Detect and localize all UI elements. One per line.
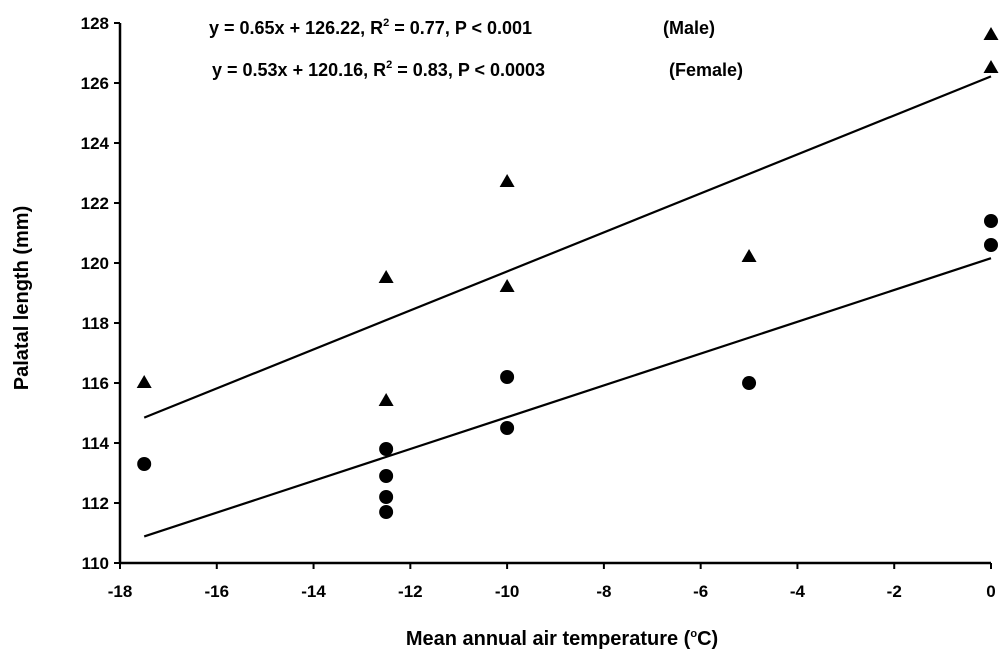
x-tick-label: -10 xyxy=(495,582,520,601)
female-data-point xyxy=(984,214,998,228)
y-tick-label: 122 xyxy=(81,194,109,213)
annotation-male-sup: 2 xyxy=(383,17,389,29)
x-axis-label: Mean annual air temperature (oC) xyxy=(406,628,718,650)
tick-labels: -18 -16 -14 -12 -10 -8 -6 -4 -2 0 110 112 114 116 118 1… xyxy=(81,14,996,601)
annotation-male-pre: y = 0.65x + 126.22, R xyxy=(209,18,383,38)
y-tick-label: 128 xyxy=(81,14,109,33)
annotation-male-post: = 0.77, P < 0.001 xyxy=(389,18,532,38)
female-data-point xyxy=(379,505,394,519)
x-tick-label: -12 xyxy=(398,582,423,601)
y-tick-label: 110 xyxy=(82,554,109,573)
male-data-point xyxy=(741,248,757,262)
y-tick-label: 116 xyxy=(82,374,109,393)
y-tick-label: 118 xyxy=(82,314,109,333)
female-data-point xyxy=(379,469,394,483)
x-tick-label: -2 xyxy=(887,582,902,601)
x-axis-label-rest: C) xyxy=(697,628,718,650)
female-data-point xyxy=(379,490,394,504)
y-tick-label: 126 xyxy=(81,74,109,93)
y-tick-label: 114 xyxy=(82,434,110,453)
annotation-female-tag: (Female) xyxy=(669,60,743,80)
male-data-point xyxy=(378,269,394,283)
x-axis-label-sup: o xyxy=(690,628,697,640)
y-tick-label: 120 xyxy=(81,254,109,273)
annotation-female-sup: 2 xyxy=(386,59,392,71)
fit-lines xyxy=(143,75,992,538)
y-tick-label: 124 xyxy=(81,134,110,153)
y-tick-label: 112 xyxy=(82,494,109,513)
x-tick-label: -14 xyxy=(301,582,326,601)
x-axis-label-main: Mean annual air temperature ( xyxy=(406,628,691,650)
female-data-point xyxy=(984,238,998,252)
female-data-point xyxy=(137,457,152,471)
male-data-point xyxy=(499,173,515,187)
annotation-male-tag: (Male) xyxy=(663,18,715,38)
axes xyxy=(114,22,992,569)
female-data-point xyxy=(379,442,394,456)
male-fit-line xyxy=(143,75,992,419)
x-tick-label: -18 xyxy=(108,582,133,601)
annotation-female-post: = 0.83, P < 0.0003 xyxy=(392,60,545,80)
female-data-point xyxy=(500,421,515,435)
x-tick-label: -8 xyxy=(596,582,611,601)
annotation-female-pre: y = 0.53x + 120.16, R xyxy=(212,60,386,80)
female-data-point xyxy=(500,370,515,384)
y-axis-label: Palatal length (mm) xyxy=(11,206,33,390)
x-tick-label: 0 xyxy=(986,582,995,601)
male-data-point xyxy=(136,374,152,388)
male-data-point xyxy=(983,59,999,73)
male-data-point xyxy=(983,26,999,40)
male-data-point xyxy=(378,392,394,406)
annotation-female: y = 0.53x + 120.16, R2 = 0.83, P < 0.000… xyxy=(212,59,545,80)
x-tick-label: -16 xyxy=(204,582,229,601)
data-points xyxy=(136,26,999,519)
x-tick-label: -4 xyxy=(790,582,806,601)
annotation-male: y = 0.65x + 126.22, R2 = 0.77, P < 0.001 xyxy=(209,17,532,38)
male-data-point xyxy=(499,278,515,292)
female-data-point xyxy=(742,376,757,390)
x-tick-label: -6 xyxy=(693,582,708,601)
female-fit-line xyxy=(143,257,992,538)
